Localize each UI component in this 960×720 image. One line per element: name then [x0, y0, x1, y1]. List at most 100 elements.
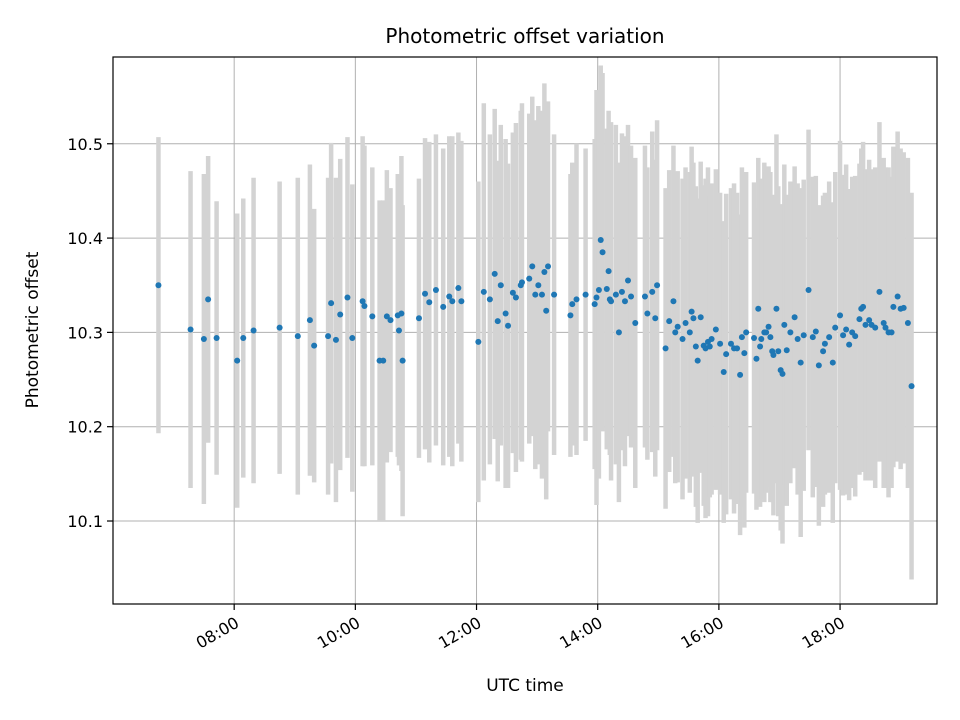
data-point: [383, 313, 390, 320]
data-point: [306, 317, 313, 324]
data-point: [872, 324, 879, 331]
data-point: [361, 302, 368, 309]
data-point: [328, 300, 335, 307]
data-point: [670, 298, 677, 305]
data-point: [837, 312, 844, 319]
data-point: [843, 326, 850, 333]
data-point: [694, 357, 701, 364]
data-point: [755, 305, 762, 312]
data-point: [422, 290, 429, 297]
data-point: [234, 357, 241, 364]
data-point: [737, 371, 744, 378]
data-point: [720, 368, 727, 375]
data-point: [359, 298, 366, 305]
y-axis-title: Photometric offset: [23, 251, 43, 408]
data-point: [480, 288, 487, 295]
data-point: [573, 296, 580, 303]
y-tick-label: 10.3: [67, 323, 103, 342]
data-point: [591, 301, 598, 308]
data-point: [728, 340, 734, 347]
data-point: [743, 329, 750, 336]
data-point: [815, 362, 822, 369]
data-point: [332, 336, 339, 343]
data-point: [398, 310, 405, 317]
data-point: [856, 316, 863, 323]
data-point: [852, 333, 859, 340]
data-point: [652, 315, 659, 322]
data-point: [625, 277, 631, 284]
data-point: [908, 383, 915, 390]
data-point: [679, 335, 686, 342]
y-tick-label: 10.4: [67, 229, 103, 248]
data-point: [812, 328, 819, 335]
data-point: [712, 326, 719, 333]
data-point: [505, 322, 512, 329]
y-axis: 10.1 10.2 10.3 10.4 10.5: [67, 135, 113, 531]
data-point: [753, 355, 760, 362]
data-point: [654, 282, 661, 289]
data-point: [787, 329, 794, 336]
data-point: [688, 308, 695, 315]
data-point: [734, 345, 741, 352]
data-point: [369, 313, 376, 320]
data-point: [791, 314, 798, 321]
data-point: [820, 348, 827, 355]
data-point: [840, 332, 847, 339]
data-point: [603, 286, 610, 293]
data-point: [741, 350, 748, 357]
data-point: [538, 291, 545, 298]
data-point: [294, 333, 301, 340]
data-point: [800, 332, 807, 339]
data-point: [518, 279, 525, 286]
data-point: [632, 319, 639, 326]
data-point: [240, 335, 247, 342]
data-point: [543, 307, 550, 314]
data-point: [187, 326, 194, 333]
data-point: [449, 298, 456, 305]
data-point: [597, 236, 604, 243]
data-point: [763, 329, 770, 336]
data-point: [349, 335, 356, 342]
data-point: [276, 324, 283, 331]
chart-title: Photometric offset variation: [385, 24, 664, 48]
data-point: [440, 303, 447, 310]
data-point: [666, 318, 673, 325]
data-point: [832, 324, 839, 331]
data-point: [455, 285, 462, 292]
data-point: [894, 293, 901, 300]
data-point: [770, 352, 777, 359]
data-point: [888, 329, 895, 336]
data-point: [512, 294, 519, 301]
data-point: [805, 286, 812, 293]
data-point: [541, 269, 548, 276]
data-point: [509, 289, 516, 296]
data-point: [200, 335, 207, 342]
data-point: [781, 321, 788, 328]
y-tick-label: 10.5: [67, 135, 103, 154]
data-point: [649, 288, 656, 295]
data-point: [692, 343, 699, 350]
data-point: [900, 304, 907, 311]
data-point: [497, 282, 504, 289]
data-point: [809, 334, 816, 341]
data-point: [535, 282, 542, 289]
data-point: [569, 301, 576, 308]
data-point: [532, 291, 539, 298]
data-point: [797, 359, 804, 366]
data-point: [697, 314, 704, 321]
data-point: [876, 288, 883, 295]
data-point: [502, 310, 509, 317]
x-axis-title: UTC time: [486, 676, 564, 696]
data-point: [551, 291, 558, 298]
data-point: [717, 340, 724, 347]
data-point: [621, 298, 628, 305]
y-tick-label: 10.1: [67, 512, 103, 531]
data-point: [628, 293, 635, 300]
data-point: [751, 335, 758, 342]
data-point: [674, 323, 681, 330]
data-point: [595, 286, 602, 293]
data-point: [618, 288, 625, 295]
data-point: [605, 268, 612, 275]
data-point: [337, 311, 344, 318]
